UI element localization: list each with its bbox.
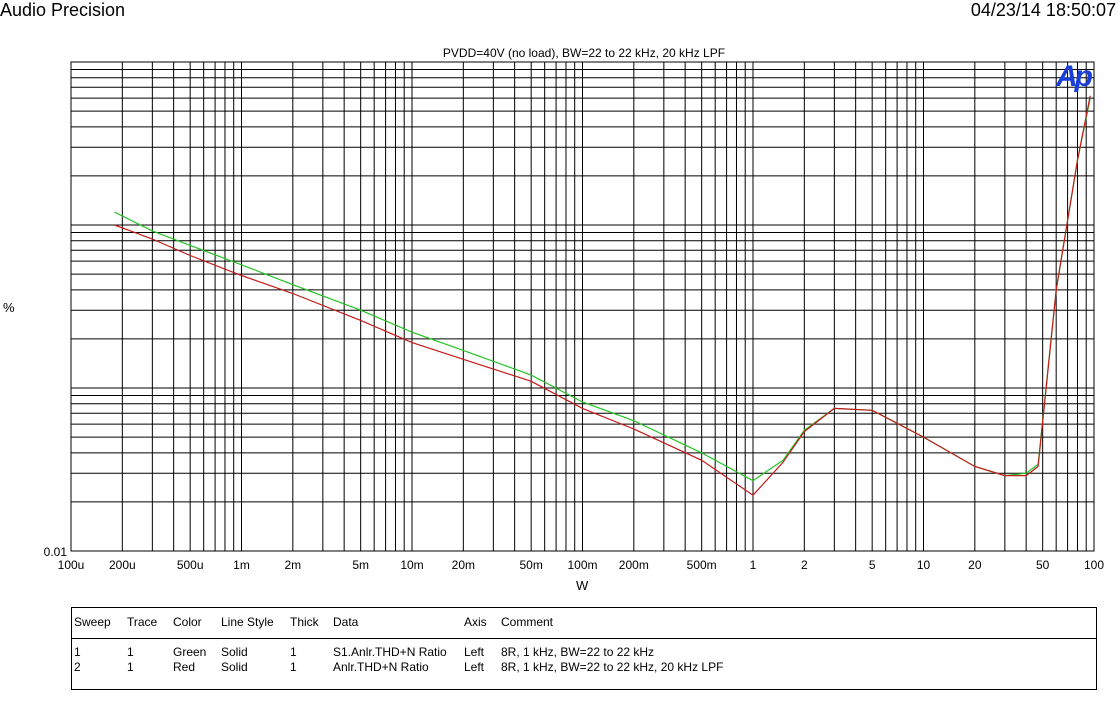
x-tick-label: 5 [869,558,876,572]
x-tick-label: 500m [687,558,717,572]
x-tick-label: 100 [1084,558,1104,572]
legend-header: Comment [501,615,554,629]
legend-cell: 1 [127,660,134,674]
legend-cell: 1 [127,645,134,659]
legend-header: Thick [290,615,319,629]
legend-cell: 2 [74,660,81,674]
x-tick-label: 1 [750,558,757,572]
series-line-1 [114,98,1091,482]
legend-cell: Solid [221,660,248,674]
x-tick-label: 500u [177,558,204,572]
y-tick-label: 0.01 [44,545,68,559]
series-line-2 [114,95,1091,496]
x-tick-label: 10 [917,558,931,572]
legend-cell: 8R, 1 kHz, BW=22 to 22 kHz [501,645,655,659]
x-tick-label: 1m [233,558,250,572]
legend-cell: Solid [221,645,248,659]
x-tick-label: 100m [567,558,597,572]
x-tick-label: 2 [801,558,808,572]
legend-header: Axis [464,615,487,629]
x-tick-label: 10m [400,558,423,572]
legend-cell: Left [464,660,485,674]
legend-cell: 1 [74,645,81,659]
x-tick-label: 20 [968,558,982,572]
x-axis-label: W [576,578,589,593]
x-tick-label: 5m [352,558,369,572]
legend-header: Trace [127,615,158,629]
x-tick-label: 2m [284,558,301,572]
ap-logo: Ap [1056,60,1093,93]
x-tick-label: 100u [58,558,85,572]
legend-cell: Red [173,660,196,674]
legend-divider [72,638,1096,639]
plot-border [70,61,1095,552]
x-tick-label: 50 [1036,558,1050,572]
y-axis-label: % [3,300,15,315]
legend-cell: 1 [290,645,297,659]
timestamp: 04/23/14 18:50:07 [970,0,1116,20]
legend-header: Sweep [74,615,111,629]
legend-header: Color [173,615,202,629]
x-tick-label: 50m [520,558,543,572]
legend-cell: Green [173,645,207,659]
legend-header: Data [333,615,359,629]
app-title: Audio Precision [0,0,126,20]
x-tick-label: 200m [619,558,649,572]
legend-cell: Anlr.THD+N Ratio [333,660,429,674]
legend-cell: 1 [290,660,297,674]
chart-title: PVDD=40V (no load), BW=22 to 22 kHz, 20 … [442,46,726,60]
legend-cell: Left [464,645,485,659]
legend-cell: S1.Anlr.THD+N Ratio [333,645,447,659]
x-tick-label: 20m [452,558,475,572]
legend-cell: 8R, 1 kHz, BW=22 to 22 kHz, 20 kHz LPF [501,660,724,674]
x-tick-label: 200u [109,558,136,572]
plot-area: 100u 200u 500u 1m 2m 5m 10m 20m 50m 100m 200m 500m 1… [44,61,1104,572]
legend-table: Sweep Trace Color Line Style Thick Data Axis Co… [71,607,1097,690]
legend-header: Line Style [221,615,274,629]
